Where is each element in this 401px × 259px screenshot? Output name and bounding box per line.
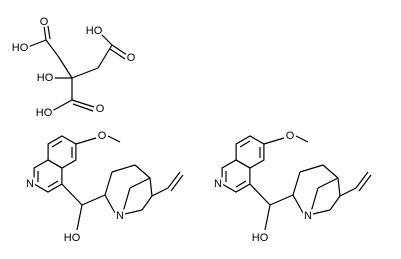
bond <box>107 135 121 143</box>
bond <box>317 177 339 189</box>
bond <box>71 67 99 79</box>
bond <box>47 180 59 188</box>
citric-acid: O HO HO O HO HO O <box>10 14 138 121</box>
atom-label: HO <box>37 72 54 84</box>
bond <box>299 164 324 173</box>
bond <box>27 39 47 48</box>
bond <box>47 25 51 40</box>
bond <box>339 187 357 197</box>
bond <box>322 164 339 179</box>
bond <box>263 137 285 145</box>
bond <box>151 187 169 197</box>
bond <box>292 171 301 196</box>
bond <box>75 137 97 145</box>
bond <box>104 171 113 196</box>
bond <box>61 183 83 206</box>
bond <box>51 140 63 148</box>
atom-label: O <box>98 130 107 142</box>
bond <box>149 177 153 197</box>
bond <box>81 194 106 206</box>
bond <box>249 183 271 206</box>
atom-label: HO <box>252 232 269 244</box>
atom-label: HO <box>36 107 53 119</box>
atom-label: HO <box>12 42 29 54</box>
bond <box>235 180 247 188</box>
bond <box>170 174 184 192</box>
bond <box>310 187 319 213</box>
atom-label: N <box>304 210 312 222</box>
atom-label: O <box>96 103 105 115</box>
bond <box>134 164 151 179</box>
bond <box>269 194 294 206</box>
bond <box>51 99 73 112</box>
bond <box>239 140 251 148</box>
bond <box>57 55 73 79</box>
bond <box>122 187 131 213</box>
atom-label: O <box>127 52 136 64</box>
bond <box>71 99 95 108</box>
bond <box>312 209 331 215</box>
bond <box>109 48 126 60</box>
atom-label: N <box>26 178 34 190</box>
bond <box>104 194 116 214</box>
ring <box>221 159 251 193</box>
bond <box>124 209 143 215</box>
bond <box>97 44 113 69</box>
bond <box>111 164 136 173</box>
bond <box>167 171 181 189</box>
ring <box>33 159 63 193</box>
quinine: N O N HO <box>212 128 372 246</box>
bond <box>129 177 151 189</box>
atom-label: HO <box>64 232 81 244</box>
atom-label: N <box>116 210 124 222</box>
atom-label: N <box>214 178 222 190</box>
bond <box>264 204 271 231</box>
bond <box>292 194 304 214</box>
bond <box>355 171 369 189</box>
bond <box>43 25 47 41</box>
bond <box>111 44 128 56</box>
bond <box>99 32 113 46</box>
quinine: N O N HO <box>24 128 184 246</box>
atom-label: O <box>40 16 49 28</box>
bond <box>295 135 309 143</box>
bond <box>141 195 153 211</box>
bond <box>358 174 372 192</box>
atom-label: O <box>286 130 295 142</box>
bond <box>329 195 341 211</box>
bond <box>76 204 83 231</box>
bond <box>72 103 94 112</box>
bond <box>337 177 341 197</box>
bond <box>45 39 59 57</box>
atom-label: HO <box>86 25 103 37</box>
